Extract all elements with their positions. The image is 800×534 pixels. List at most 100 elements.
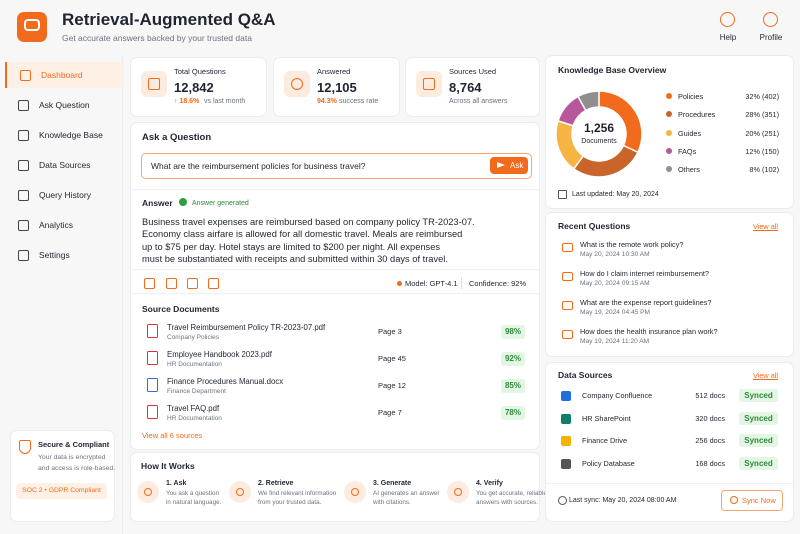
stat-glyph	[148, 78, 160, 90]
stat-card: Answered 12,105 94.3% success rate	[273, 57, 400, 117]
nav-label[interactable]: Knowledge Base	[39, 130, 103, 140]
sync-button[interactable]: Sync Now	[721, 490, 783, 511]
stat-change: ↑ 18.6%	[174, 98, 200, 105]
doc-category: Company Policies	[167, 334, 220, 341]
step-text: answers with sources.	[476, 499, 538, 506]
nav-item[interactable]: Query History	[5, 182, 122, 208]
stat-note: Across all answers	[449, 98, 508, 105]
doc-name[interactable]: Employee Handbook 2023.pdf	[167, 350, 272, 359]
donut-segment	[576, 90, 600, 112]
nav-item[interactable]: Knowledge Base	[5, 122, 122, 148]
doc-category: HR Documentation	[167, 415, 222, 422]
query-input[interactable]: What are the reimbursement policies for …	[141, 153, 532, 179]
recent-question[interactable]: What are the expense report guidelines?	[580, 298, 712, 307]
kb-total: 1,256	[583, 121, 615, 135]
legend-dot	[666, 111, 672, 118]
source-icon	[561, 413, 571, 424]
ask-button-label[interactable]: Ask	[510, 161, 524, 170]
data-sources-link[interactable]: View all	[752, 371, 778, 380]
doc-name[interactable]: Travel FAQ.pdf	[167, 404, 220, 413]
nav-label[interactable]: Analytics	[39, 220, 74, 230]
answer-title: Answer	[142, 198, 173, 208]
sidebar-divider	[122, 55, 123, 534]
ask-button-glyph[interactable]	[497, 162, 505, 168]
stat-note: vs last month	[204, 98, 246, 105]
nav-item[interactable]: Dashboard	[5, 62, 124, 88]
legend-name: Guides	[678, 128, 702, 138]
doc-score: 78%	[501, 406, 525, 420]
step-glyph	[236, 488, 244, 496]
legend-dot	[666, 166, 672, 173]
nav-item[interactable]: Data Sources	[5, 152, 122, 178]
doc-name[interactable]: Finance Procedures Manual.docx	[167, 377, 284, 386]
header-action[interactable]: Profile	[759, 33, 783, 42]
sync-button-glyph[interactable]	[730, 496, 738, 504]
doc-score: 98%	[501, 325, 525, 339]
nav-icon	[18, 190, 29, 201]
answer-status: Answer generated	[192, 200, 249, 207]
feedback-button[interactable]	[144, 278, 155, 289]
legend-value: 28% (351)	[745, 110, 779, 120]
data-sources-title: Data Sources	[558, 370, 613, 380]
nav-icon	[18, 250, 29, 261]
nav-icon	[20, 70, 31, 81]
header-action[interactable]: Help	[719, 33, 737, 42]
sync-icon	[558, 496, 567, 505]
stat-label: Answered	[317, 67, 351, 76]
nav-label[interactable]: Query History	[39, 190, 91, 200]
ask-button[interactable]: Ask	[490, 157, 528, 174]
feedback-button[interactable]	[187, 278, 198, 289]
feedback-button[interactable]	[166, 278, 177, 289]
answer-line: up to $75 per day. Hotel stays are limit…	[142, 241, 441, 252]
logo	[17, 12, 47, 42]
nav-label[interactable]: Data Sources	[39, 160, 91, 170]
recent-title: Recent Questions	[558, 221, 631, 231]
feedback-button[interactable]	[208, 278, 219, 289]
nav-item[interactable]: Settings	[5, 242, 122, 268]
recent-time: May 20, 2024 09:15 AM	[580, 280, 650, 287]
stat-value: 8,764	[449, 80, 482, 95]
stat-label: Total Questions	[174, 67, 226, 76]
calendar-icon	[558, 190, 567, 199]
legend-dot	[666, 129, 672, 136]
stat-glyph	[291, 78, 303, 90]
nav-item[interactable]: Ask Question	[5, 92, 122, 118]
stat-card: Sources Used 8,764 Across all answers	[405, 57, 540, 117]
question-icon	[562, 243, 573, 252]
recent-question[interactable]: How do I claim internet reimbursement?	[580, 269, 709, 278]
ask-title: Ask a Question	[142, 132, 212, 143]
doc-page: Page 3	[378, 327, 402, 336]
doc-name[interactable]: Travel Reimbursement Policy TR-2023-07.p…	[167, 323, 326, 332]
security-box: Secure & Compliant Your data is encrypted…	[10, 430, 115, 522]
recent-card: Recent Questions View all What is the remo…	[545, 212, 794, 357]
nav-label[interactable]: Dashboard	[41, 70, 83, 80]
header-icon[interactable]	[763, 12, 778, 27]
query-text[interactable]: What are the reimbursement policies for …	[151, 161, 366, 171]
recent-question[interactable]: How does the health insurance plan work?	[580, 327, 718, 336]
nav-label[interactable]: Ask Question	[39, 100, 90, 110]
sync-button-label[interactable]: Sync Now	[742, 496, 776, 505]
recent-question[interactable]: What is the remote work policy?	[580, 240, 684, 249]
doc-category: Finance Department	[167, 388, 226, 395]
nav-label[interactable]: Settings	[39, 250, 70, 260]
nav-item[interactable]: Analytics	[5, 212, 122, 238]
step-title: 4. Verify	[476, 480, 503, 487]
app-subtitle: Get accurate answers backed by your trus…	[62, 33, 252, 43]
doc-score: 92%	[501, 352, 525, 366]
sources-title: Source Documents	[142, 304, 220, 314]
sources-card: Data Sources View all Company Confluence 51…	[545, 362, 794, 522]
legend-name: Procedures	[678, 110, 716, 120]
nav-icon	[18, 220, 29, 231]
source-docs: 256 docs	[695, 436, 725, 445]
header-icon[interactable]	[720, 12, 735, 27]
stat-value: 12,842	[174, 80, 214, 95]
status-icon	[179, 198, 187, 206]
section-divider	[131, 269, 539, 270]
legend-dot	[666, 147, 672, 154]
recent-link[interactable]: View all	[752, 222, 778, 231]
model-dot	[397, 281, 402, 286]
recent-time: May 20, 2024 10:30 AM	[580, 251, 650, 258]
sources-link[interactable]: View all 6 sources	[142, 431, 203, 440]
last-sync: Last sync: May 20, 2024 08:00 AM	[569, 497, 677, 504]
